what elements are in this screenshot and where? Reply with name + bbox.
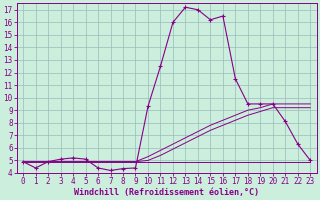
X-axis label: Windchill (Refroidissement éolien,°C): Windchill (Refroidissement éolien,°C)	[74, 188, 259, 197]
